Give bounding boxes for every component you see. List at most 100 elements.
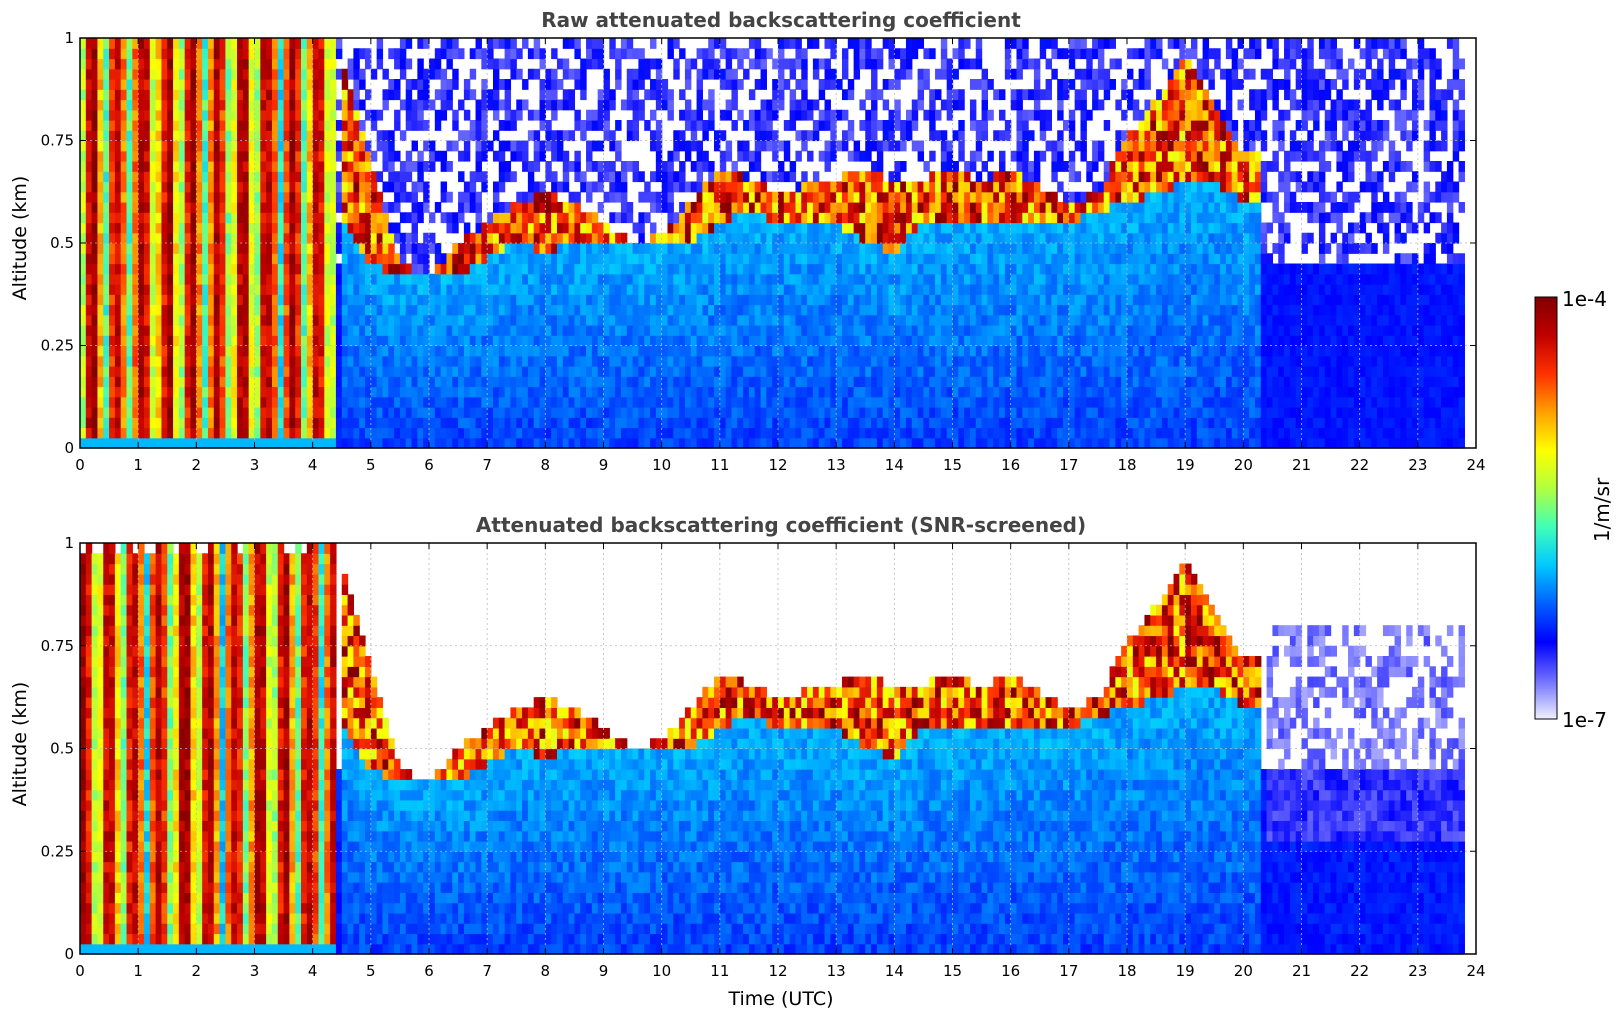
heatmap-column bbox=[498, 717, 506, 955]
heatmap-column bbox=[522, 707, 529, 955]
heatmap-column bbox=[1237, 38, 1244, 449]
heatmap-column bbox=[335, 769, 343, 955]
heatmap-column bbox=[1318, 625, 1326, 955]
heatmap-column bbox=[888, 38, 895, 449]
heatmap-column bbox=[312, 38, 320, 449]
x-tick-label: 20 bbox=[1234, 962, 1253, 980]
heatmap-column bbox=[1214, 614, 1221, 955]
x-tick-label: 11 bbox=[710, 456, 729, 474]
heatmap-column bbox=[1243, 48, 1250, 449]
heatmap-column bbox=[423, 779, 430, 955]
heatmap-column bbox=[1179, 563, 1186, 955]
heatmap-column bbox=[859, 676, 866, 955]
heatmap-column bbox=[609, 738, 616, 955]
heatmap-column bbox=[562, 707, 570, 955]
heatmap-column bbox=[644, 58, 651, 449]
heatmap-column bbox=[568, 38, 576, 449]
heatmap-column bbox=[1225, 635, 1233, 955]
heatmap-column bbox=[801, 686, 808, 955]
heatmap-column bbox=[492, 38, 500, 449]
heatmap-column bbox=[684, 58, 692, 449]
heatmap-column bbox=[620, 738, 628, 955]
heatmap-column bbox=[388, 738, 395, 955]
heatmap-column bbox=[783, 697, 791, 955]
heatmap-column bbox=[667, 38, 674, 449]
heatmap-column bbox=[423, 38, 430, 449]
heatmap-column bbox=[91, 38, 99, 449]
heatmap-column bbox=[271, 543, 279, 955]
x-tick-label: 0 bbox=[75, 456, 85, 474]
heatmap-column bbox=[429, 779, 436, 955]
heatmap-column bbox=[1068, 707, 1076, 955]
heatmap-column bbox=[1115, 656, 1122, 955]
heatmap-column bbox=[801, 48, 808, 449]
heatmap-column bbox=[1057, 48, 1064, 449]
heatmap-column bbox=[708, 38, 715, 449]
heatmap-column bbox=[359, 48, 366, 449]
heatmap-column bbox=[1406, 58, 1413, 449]
heatmap-column bbox=[504, 38, 512, 449]
x-tick-label: 3 bbox=[250, 456, 260, 474]
heatmap-column bbox=[487, 38, 494, 449]
heatmap-column bbox=[1109, 666, 1116, 955]
heatmap-column bbox=[580, 717, 587, 955]
heatmap-column bbox=[690, 707, 698, 955]
heatmap-column bbox=[731, 48, 738, 449]
heatmap-column bbox=[975, 38, 983, 449]
heatmap-column bbox=[1115, 58, 1122, 449]
heatmap-column bbox=[388, 48, 395, 449]
heatmap-column bbox=[1254, 38, 1262, 449]
heatmap-column bbox=[1156, 604, 1163, 955]
heatmap-column bbox=[219, 38, 227, 449]
heatmap-column bbox=[103, 38, 110, 449]
heatmap-column bbox=[370, 676, 378, 955]
heatmap-column bbox=[85, 543, 93, 955]
heatmap-column bbox=[1336, 48, 1343, 449]
heatmap-column bbox=[1429, 666, 1436, 955]
heatmap-column bbox=[935, 676, 942, 955]
heatmap-column bbox=[248, 543, 256, 955]
heatmap-column bbox=[1121, 645, 1128, 955]
heatmap-column bbox=[603, 68, 610, 449]
heatmap-column bbox=[97, 38, 104, 449]
heatmap-column bbox=[202, 553, 209, 955]
heatmap-column bbox=[475, 738, 482, 955]
heatmap-column bbox=[399, 769, 407, 955]
heatmap-column bbox=[650, 738, 657, 955]
heatmap-column bbox=[690, 58, 698, 449]
heatmap-column bbox=[1202, 38, 1210, 449]
y-tick-label: 0.5 bbox=[50, 234, 74, 252]
heatmap-column bbox=[225, 38, 232, 449]
bottom-x-ticks: 0 1 2 3 4 5 6 7 8 9 10 11 12 13 14 15 16 17 18 19 20 21 22 23 24 bbox=[75, 543, 1486, 980]
heatmap-column bbox=[644, 748, 651, 955]
heatmap-column bbox=[143, 553, 151, 955]
heatmap-column bbox=[225, 543, 232, 955]
heatmap-column bbox=[522, 38, 529, 449]
heatmap-column bbox=[1092, 38, 1099, 449]
heatmap-column bbox=[818, 58, 826, 449]
heatmap-column bbox=[1342, 625, 1349, 955]
heatmap-column bbox=[1063, 707, 1070, 955]
heatmap-column bbox=[743, 48, 750, 449]
heatmap-column bbox=[632, 748, 639, 955]
heatmap-column bbox=[1307, 38, 1314, 449]
heatmap-column bbox=[109, 543, 116, 955]
heatmap-column bbox=[894, 686, 901, 955]
heatmap-column bbox=[545, 68, 552, 449]
heatmap-column bbox=[847, 38, 855, 449]
heatmap-column bbox=[905, 686, 913, 955]
heatmap-column bbox=[440, 769, 448, 955]
heatmap-column bbox=[650, 38, 657, 449]
heatmap-column bbox=[795, 38, 802, 449]
heatmap-column bbox=[871, 48, 878, 449]
heatmap-column bbox=[1324, 38, 1332, 449]
x-tick-label: 22 bbox=[1350, 456, 1369, 474]
heatmap-column bbox=[1441, 645, 1448, 955]
heatmap-column bbox=[830, 38, 837, 449]
heatmap-column bbox=[237, 38, 244, 449]
heatmap-column bbox=[638, 48, 645, 449]
heatmap-column bbox=[859, 38, 866, 449]
colorbar-scale bbox=[1534, 296, 1558, 720]
heatmap-column bbox=[1318, 38, 1326, 449]
x-tick-label: 10 bbox=[652, 962, 671, 980]
